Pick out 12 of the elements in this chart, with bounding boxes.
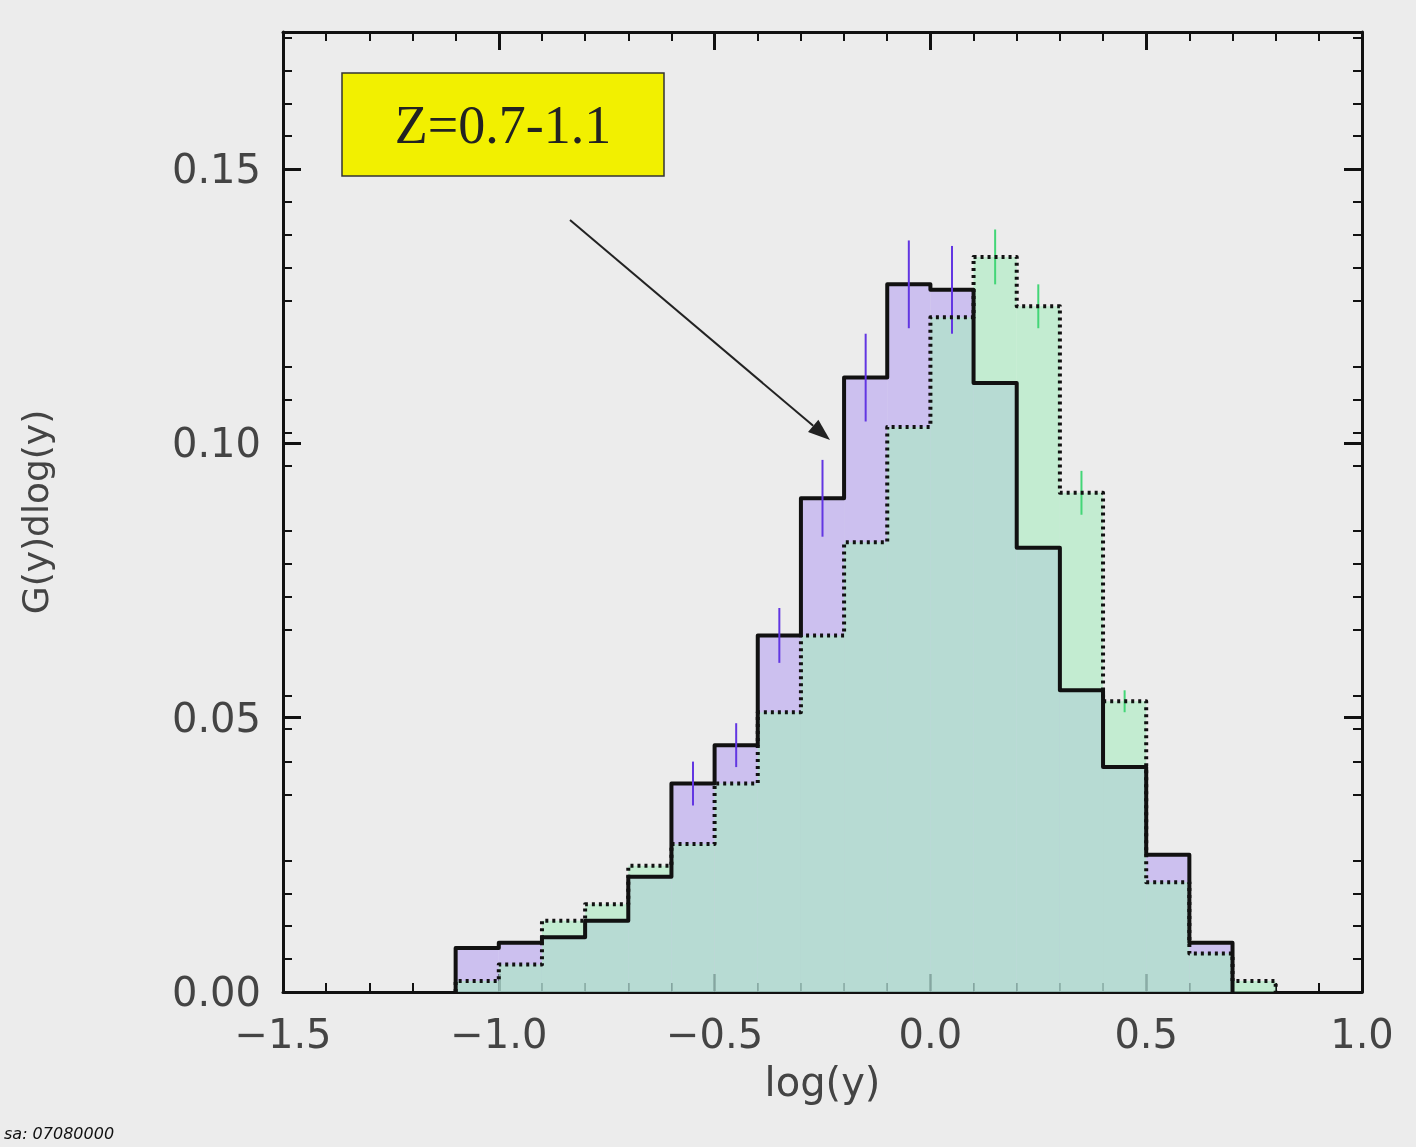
x-axis-title: log(y) — [764, 1059, 881, 1105]
text: sa: 07080000 — [4, 1123, 115, 1143]
y-tick-label: 0.15 — [171, 146, 261, 193]
y-axis-title: G(y)dlog(y) — [14, 409, 56, 615]
annotation: Z=0.7-1.1 — [394, 94, 612, 155]
x-tick-label: 0.5 — [1114, 1011, 1179, 1057]
x-tick-label: 0.0 — [898, 1011, 963, 1057]
x-tick-label: 1.0 — [1330, 1011, 1394, 1057]
x-tick-label: −0.5 — [666, 1011, 764, 1057]
y-tick-label: 0.05 — [171, 694, 261, 741]
x-tick-label: −1.0 — [450, 1011, 548, 1057]
y-tick-label: 0.10 — [171, 420, 261, 467]
